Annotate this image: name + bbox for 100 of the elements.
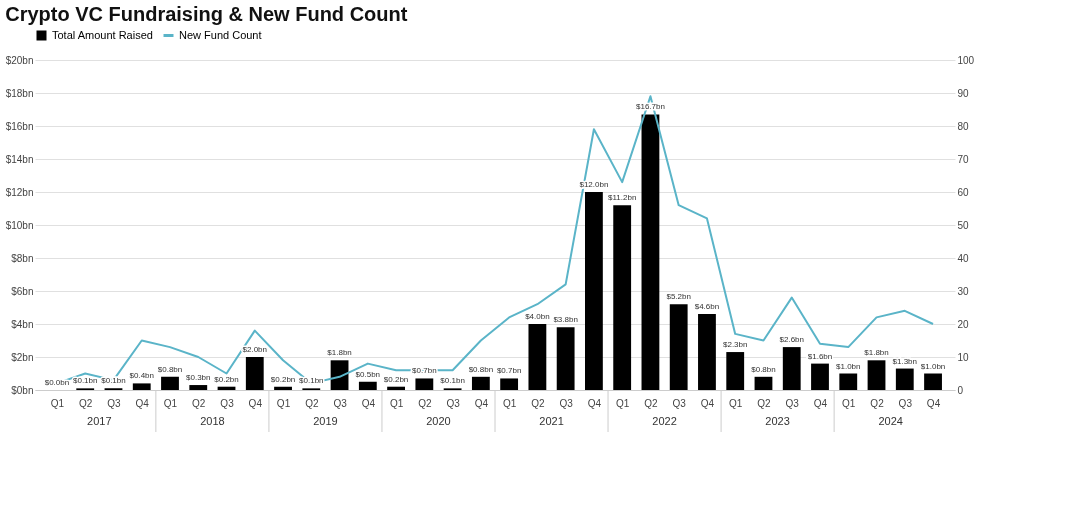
x-tick-label: Q1 [842,397,856,409]
bar [500,378,519,390]
bar [245,357,264,390]
y2-tick-label: 100 [957,54,975,66]
bar [698,314,716,390]
x-tick-label: Q4 [813,397,828,409]
x-tick-label: Q2 [418,397,432,409]
data-label: $2.3bn [722,340,748,350]
y-tick-label: $0bn [11,384,34,396]
bar [782,347,801,390]
data-label: $4.6bn [694,302,720,312]
y2-tick-label: 90 [957,87,970,99]
x-tick-label: Q3 [446,397,461,409]
legend-label: Total Amount Raised [52,28,153,41]
bar [839,373,858,390]
data-label: $0.2bn [270,374,296,384]
y-tick-label: $10bn [5,219,34,231]
y-tick-label: $4bn [11,318,34,330]
bar [669,304,688,390]
data-label: $1.8bn [327,348,352,358]
bar [867,360,886,390]
data-label: $0.7bn [496,366,522,376]
x-tick-label: Q1 [163,397,178,409]
x-tick-label: Q3 [220,397,235,409]
bar [924,373,942,390]
data-label: $4.0bn [525,312,550,321]
chart-title: Crypto VC Fundraising & New Fund Count [5,3,408,25]
bar [274,386,292,390]
x-tick-label: Q3 [785,397,800,409]
data-label: $2.6bn [779,335,804,345]
bar [528,324,547,390]
data-label: $1.0bn [836,361,861,371]
text: 2022 [652,415,677,427]
x-tick-label: Q4 [700,397,715,409]
y-tick-label: $12bn [5,186,34,198]
data-label: $5.2bn [666,292,691,302]
bar [895,368,914,390]
x-tick-label: Q3 [107,397,122,409]
data-label: $0.1bn [101,376,126,386]
bar [726,352,745,390]
x-tick-label: Q1 [729,397,743,409]
x-tick-label: Q2 [531,397,545,409]
x-tick-label: Q2 [79,397,93,409]
x-tick-label: Q4 [361,397,376,409]
x-tick-label: Q3 [333,397,348,409]
x-tick-label: Q2 [644,397,659,409]
data-label: $0.1bn [72,376,98,386]
legend-label: New Fund Count [179,28,262,41]
data-label: $0.8bn [468,364,494,374]
data-label: $1.3bn [892,356,918,366]
bar [471,376,490,390]
data-label: $2.0bn [242,345,268,354]
data-label: $11.2bn [608,193,637,203]
y2-tick-label: 80 [957,120,970,132]
y-tick-label: $20bn [5,54,34,66]
bar [387,386,405,390]
y-tick-label: $14bn [5,153,34,165]
text: 2018 [200,415,225,427]
x-tick-label: Q4 [135,397,150,409]
y2-tick-label: 20 [957,318,970,330]
x-tick-label: Q2 [192,397,206,409]
y-tick-label: $6bn [11,285,34,297]
data-label: $0.2bn [383,374,409,384]
bar [754,376,773,390]
data-label: $0.8bn [157,364,183,374]
x-tick-label: Q1 [502,397,517,409]
data-label: $0.8bn [751,364,776,374]
data-label: $0.3bn [186,373,211,383]
text: 2020 [426,415,451,427]
x-tick-label: Q4 [587,397,602,409]
y2-tick-label: 50 [957,219,970,231]
bar [613,205,632,390]
x-tick-label: Q4 [248,397,263,409]
x-tick-label: Q3 [672,397,687,409]
text: 2023 [765,415,790,427]
y-tick-label: $16bn [5,120,34,132]
bar [585,192,603,390]
y2-tick-label: 30 [957,285,970,297]
bar [556,327,575,390]
bar [641,114,660,390]
bar [415,378,434,390]
data-label: $1.8bn [864,348,889,358]
x-tick-label: Q2 [870,397,885,409]
x-tick-label: Q4 [926,397,941,409]
y2-tick-label: 70 [957,153,970,165]
x-tick-label: Q2 [757,397,772,409]
y2-tick-label: 60 [957,186,970,198]
bar [811,363,829,390]
bar [161,376,179,390]
data-label: $0.1bn [440,376,465,386]
text: 2021 [539,415,564,427]
data-label: $0.2bn [214,374,239,384]
y-tick-label: $8bn [11,252,34,264]
data-label: $0.4bn [129,371,154,381]
x-tick-label: Q1 [616,397,630,409]
data-label: $0.0bn [44,378,70,387]
text: 2024 [878,415,903,427]
data-label: $3.8bn [553,315,578,325]
x-tick-label: Q1 [276,397,291,409]
bar [132,383,151,390]
